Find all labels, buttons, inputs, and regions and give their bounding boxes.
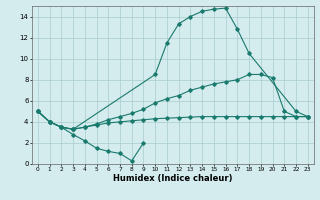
- X-axis label: Humidex (Indice chaleur): Humidex (Indice chaleur): [113, 174, 233, 183]
